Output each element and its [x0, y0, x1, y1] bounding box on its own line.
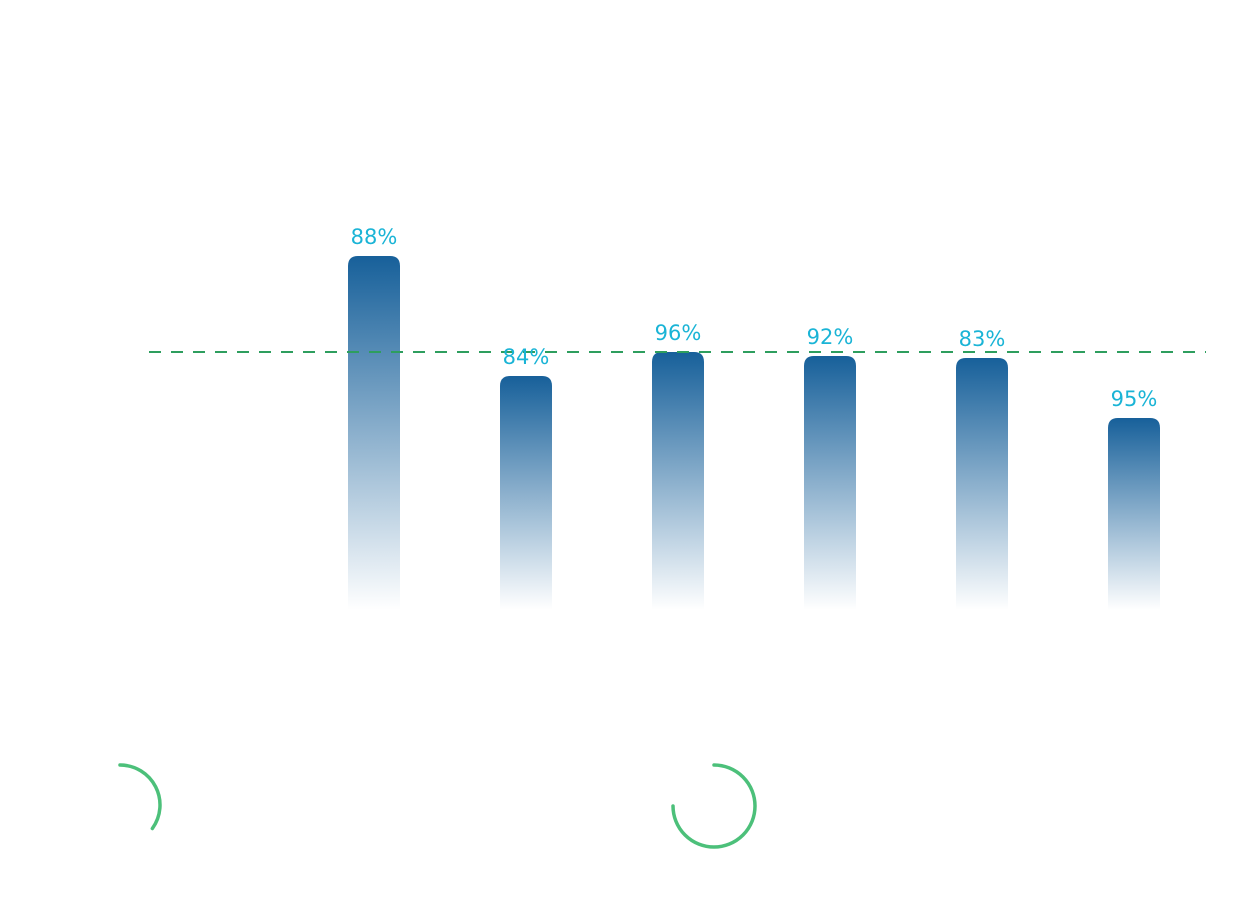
bar	[652, 352, 704, 610]
bar	[500, 376, 552, 610]
bar-data-label: 88%	[351, 225, 398, 249]
progress-ring-icon	[671, 763, 757, 849]
bar	[348, 256, 400, 610]
progress-ring-icon	[118, 763, 162, 831]
bar-data-label: 96%	[655, 321, 702, 345]
bar	[956, 358, 1008, 610]
bar-data-label: 84%	[503, 345, 550, 369]
bar-data-label: 95%	[1111, 387, 1158, 411]
bar-data-label: 92%	[807, 325, 854, 349]
bar-data-label: 83%	[959, 327, 1006, 351]
bar	[1108, 418, 1160, 610]
bar	[804, 356, 856, 610]
